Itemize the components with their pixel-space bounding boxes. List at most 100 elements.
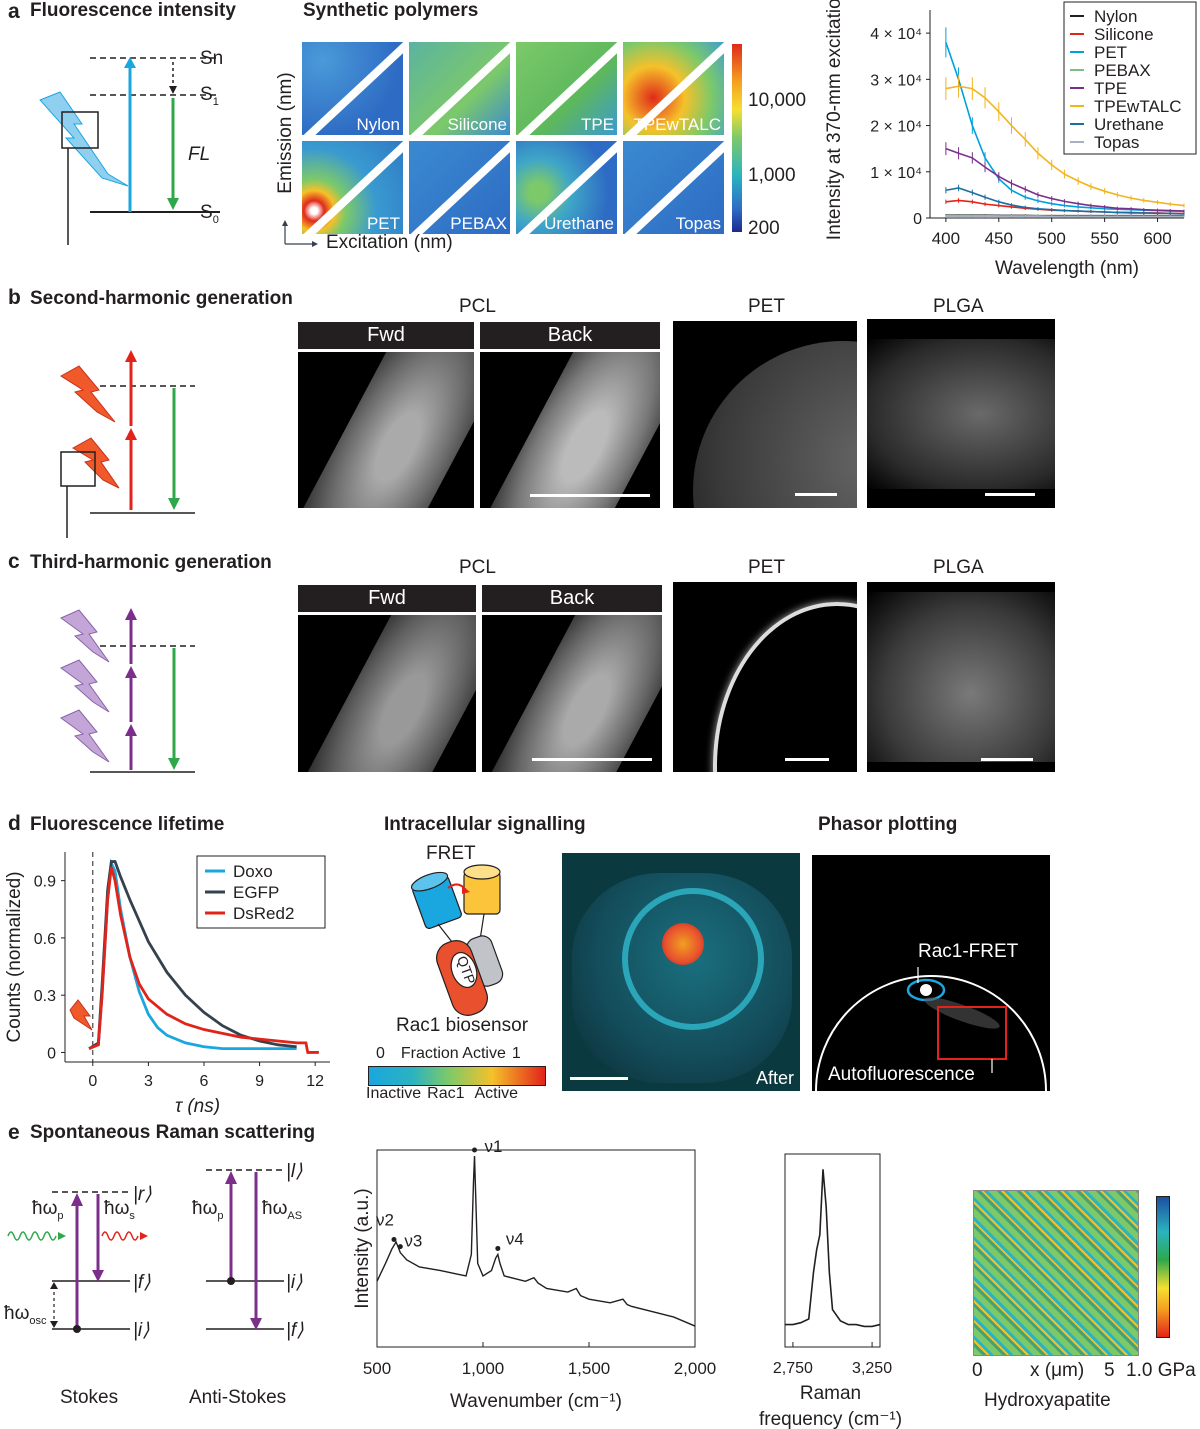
panel-a-title: Fluorescence intensity	[30, 0, 236, 21]
excitation-bolt-icon	[69, 999, 93, 1031]
legend-label: Urethane	[1094, 115, 1164, 134]
tile-label-tpewtalc: TPEwTALC	[633, 115, 721, 134]
x-tick-label: 3,250	[852, 1360, 892, 1377]
peak-label: ν2	[376, 1211, 394, 1230]
phasor-plot-image: Rac1-FRET Autofluorescence	[812, 855, 1050, 1091]
legend-label: Doxo	[233, 862, 273, 881]
rac1-biosensor-diagram	[410, 864, 504, 1016]
y-axis-label: Intensity (a.u.)	[352, 1188, 373, 1308]
legend-label: Topas	[1094, 133, 1139, 152]
panel-e-letter: e	[8, 1121, 20, 1144]
raman-frequency-chart: 2,750 3,250 Raman frequency (cm⁻¹)	[759, 1153, 902, 1429]
scale-bar	[570, 1077, 628, 1080]
panel-b-title: Second-harmonic generation	[30, 288, 293, 309]
x-axis-five: 5	[1104, 1360, 1115, 1381]
x-tick-label: 1,500	[568, 1359, 611, 1378]
series-line-dsred2	[88, 866, 319, 1054]
tile-label-topas: Topas	[675, 214, 721, 233]
plot-frame	[784, 1153, 881, 1348]
heatmap-tile: Silicone	[409, 42, 510, 135]
excitation-axis-label: Excitation (nm)	[326, 232, 453, 253]
phasor-plotting-title: Phasor plotting	[818, 814, 958, 835]
peak-marker	[472, 1147, 478, 1153]
tile-label-pet: PET	[366, 214, 400, 233]
shg-plga-image	[867, 319, 1055, 508]
shg-pet-label: PET	[748, 296, 785, 317]
sn-level-label: Sn	[200, 48, 224, 69]
x-axis-label: Wavelength (nm)	[995, 258, 1139, 279]
emission-axis-label: Emission (nm)	[275, 72, 296, 194]
x-tick-label: 400	[932, 229, 960, 248]
x-tick-label: 3	[144, 1073, 153, 1090]
heatmap-colorbar	[732, 44, 742, 232]
hw-osc-label: ħωosc	[4, 1303, 47, 1327]
y-tick-label: 0.6	[34, 931, 56, 948]
panel-c-title: Third-harmonic generation	[30, 552, 272, 573]
autofluorescence-label: Autofluorescence	[828, 1064, 975, 1085]
ket-r-label: |r⟩	[133, 1184, 152, 1205]
scale-bar	[530, 494, 650, 497]
y-tick-label: 0	[47, 1045, 56, 1062]
x-axis-label-line2: frequency (cm⁻¹)	[759, 1409, 902, 1429]
x-tick-label: 450	[985, 229, 1013, 248]
ket-l-label: |l⟩	[286, 1161, 303, 1182]
shg-pcl-fwd-image	[298, 352, 474, 508]
scale-bar	[785, 758, 829, 761]
rac1-fret-phasor-label: Rac1-FRET	[918, 941, 1019, 962]
y-tick-label: 3 × 10⁴	[870, 72, 922, 89]
ket-i-antistokes-label: |i⟩	[286, 1272, 303, 1293]
s1-level-label: S1	[200, 84, 219, 108]
shg-back-header: Back	[480, 322, 660, 349]
legend-label: TPEwTALC	[1094, 97, 1182, 116]
x-tick-label: 600	[1143, 229, 1171, 248]
gpa-label: 1.0 GPa	[1126, 1360, 1196, 1381]
colorbar-tick-1000: 1,000	[748, 165, 796, 186]
colorbar-tick-10000: 10,000	[748, 90, 807, 111]
heatmap-tile: Nylon	[302, 42, 403, 135]
inactive-rac1-active-labels: Inactive Rac1 Active	[366, 1085, 519, 1102]
fraction-active-scale: 0 Fraction Active 1	[376, 1045, 521, 1062]
heatmap-tile: PET	[302, 141, 403, 234]
legend-label: DsRed2	[233, 904, 294, 923]
hw-p-stokes-label: ħωp	[32, 1198, 64, 1222]
raman-spectrum-chart: 500 1,000 1,500 2,000 Wavenumber (cm⁻¹) Inten…	[352, 1140, 716, 1412]
hydroxyapatite-label: Hydroxyapatite	[984, 1390, 1111, 1411]
x-tick-label: 6	[200, 1073, 209, 1090]
intracellular-signalling-title: Intracellular signalling	[384, 814, 586, 835]
x-tick-label: 500	[363, 1359, 391, 1378]
heatmap-tile: PEBAX	[409, 141, 510, 234]
panel-d-letter: d	[8, 812, 21, 835]
panel-c-letter: c	[8, 550, 20, 573]
peak-label: ν4	[506, 1229, 524, 1248]
axes-arrow-icon	[282, 220, 318, 247]
intensity-line-chart: 0 1 × 10⁴ 2 × 10⁴ 3 × 10⁴ 4 × 10⁴ 400 450 500 55…	[824, 0, 1197, 279]
raman-frequency-line	[785, 1169, 881, 1328]
rac1-fret-cell-image: After	[562, 853, 800, 1091]
fret-label: FRET	[426, 843, 476, 864]
x-axis-label: τ (ns)	[175, 1096, 220, 1115]
x-axis-label: Wavenumber (cm⁻¹)	[450, 1391, 622, 1412]
hw-p-antistokes-label: ħωp	[192, 1198, 224, 1222]
panel-b-letter: b	[8, 286, 21, 309]
thg-back-header: Back	[482, 585, 662, 612]
heatmap-tile: Urethane	[516, 141, 617, 234]
anti-stokes-label: Anti-Stokes	[189, 1387, 287, 1408]
peak-marker	[391, 1237, 397, 1242]
raman-spectrum-line	[376, 1155, 696, 1327]
fraction-active-colorbar	[368, 1066, 546, 1086]
legend-label: PEBAX	[1094, 61, 1151, 80]
thg-plga-label: PLGA	[933, 557, 984, 578]
peak-marker	[397, 1244, 403, 1250]
heatmap-tile: TPE	[516, 42, 617, 135]
hw-s-label: ħωs	[104, 1198, 135, 1222]
thg-pcl-back-image	[482, 615, 662, 772]
ket-f-antistokes-label: |f⟩	[286, 1320, 304, 1341]
x-tick-label: 0	[88, 1073, 97, 1090]
tile-label-tpe: TPE	[580, 115, 614, 134]
plot-frame	[376, 1149, 696, 1348]
gpa-colorbar	[1156, 1196, 1170, 1338]
x-tick-label: 2,750	[773, 1360, 813, 1377]
lifetime-decay-chart: 0 0.3 0.6 0.9 0 3 6 9 12 τ (ns) Counts (normalized…	[4, 852, 330, 1115]
tile-label-urethane: Urethane	[544, 214, 614, 233]
scale-bar	[981, 758, 1033, 761]
